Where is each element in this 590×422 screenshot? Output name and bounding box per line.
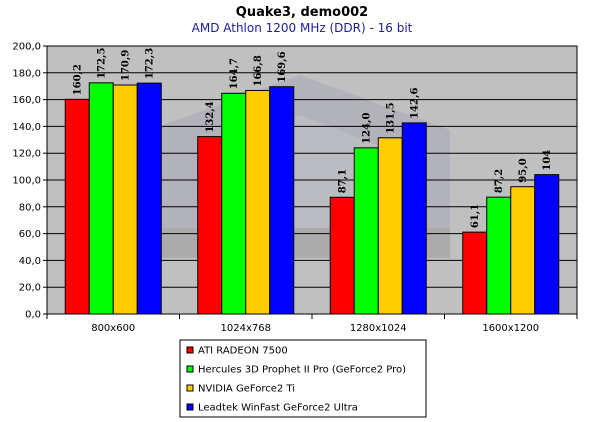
legend-swatch (186, 403, 194, 411)
data-labels: 160,2 132,4 87,1 61,1 172,5 164,7 124,0 87,2 170… (73, 47, 554, 228)
data-label: 142,6 (410, 88, 421, 119)
bar (510, 186, 536, 315)
chart-subtitle: AMD Athlon 1200 MHz (DDR) - 16 bit (192, 21, 413, 35)
x-axis: 800x600 1024x768 1280x1024 1600x1200 (46, 314, 578, 334)
y-tick-label: 100,0 (12, 176, 41, 187)
bar (136, 82, 162, 315)
data-label: 124,0 (362, 112, 373, 143)
data-label: 164,7 (229, 58, 240, 89)
legend-label: NVIDIA GeForce2 Ti (198, 384, 295, 395)
y-tick-label: 140,0 (12, 122, 41, 133)
bar (221, 92, 247, 315)
bar (353, 147, 379, 315)
data-label: 95,0 (518, 158, 529, 182)
legend-label: Hercules 3D Prophet II Pro (GeForce2 Pro… (198, 365, 406, 376)
data-label: 170,9 (121, 50, 132, 81)
legend-label: ATI RADEON 7500 (198, 346, 288, 357)
x-tick-label: 1280x1024 (350, 323, 407, 334)
chart-title: Quake3, demo002 (236, 5, 368, 20)
bar (329, 196, 355, 315)
data-label: 87,1 (338, 169, 349, 193)
y-tick-label: 60,0 (19, 229, 41, 240)
y-tick-label: 120,0 (12, 149, 41, 160)
legend-swatch (186, 346, 194, 354)
data-label: 160,2 (73, 64, 84, 95)
y-tick-label: 0,0 (25, 310, 41, 321)
y-tick-label: 200,0 (12, 42, 41, 53)
bar (112, 84, 138, 315)
y-tick-label: 160,0 (12, 95, 41, 106)
bar (534, 174, 560, 315)
legend-label: Leadtek WinFast GeForce2 Ultra (198, 403, 358, 414)
bar (401, 122, 427, 315)
bar (245, 89, 271, 315)
data-label: 61,1 (470, 204, 481, 228)
x-tick-label: 800x600 (91, 323, 135, 334)
bar (197, 136, 223, 315)
bars (64, 82, 560, 315)
bar (462, 231, 488, 315)
y-tick-label: 80,0 (19, 202, 41, 213)
data-label: 87,2 (494, 169, 505, 193)
legend-swatch (186, 384, 194, 392)
legend-box (179, 339, 427, 418)
bar (269, 86, 295, 315)
bar (64, 98, 90, 315)
data-label: 169,6 (277, 51, 288, 82)
y-tick-label: 180,0 (12, 68, 41, 79)
x-tick-label: 1024x768 (221, 323, 271, 334)
y-tick-label: 20,0 (19, 283, 41, 294)
data-label: 166,8 (253, 55, 264, 86)
y-tick-label: 40,0 (19, 256, 41, 267)
data-label: 132,4 (205, 101, 216, 132)
bar (377, 137, 403, 315)
data-label: 131,5 (386, 102, 397, 133)
data-label: 172,5 (97, 47, 108, 78)
data-label: 172,3 (145, 48, 156, 79)
legend: ATI RADEON 7500 Hercules 3D Prophet II Pr… (179, 339, 427, 418)
data-label: 104 (542, 150, 553, 171)
bar (486, 196, 512, 315)
bar (88, 82, 114, 315)
legend-swatch (186, 365, 194, 373)
x-tick-label: 1600x1200 (482, 323, 539, 334)
